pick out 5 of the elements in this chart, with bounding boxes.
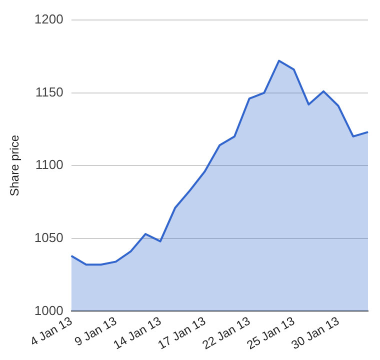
y-tick-label: 1100 — [35, 157, 64, 172]
y-axis-title: Share price — [8, 134, 22, 196]
y-tick-label: 1050 — [34, 230, 64, 245]
y-tick-label: 1200 — [34, 12, 64, 27]
y-tick-label: 1150 — [35, 84, 64, 100]
